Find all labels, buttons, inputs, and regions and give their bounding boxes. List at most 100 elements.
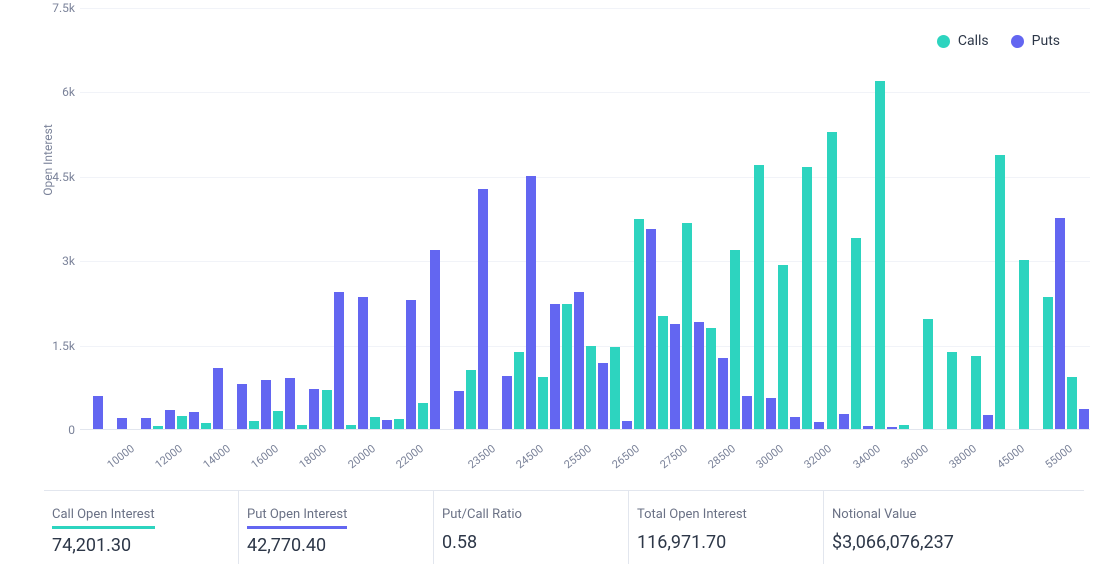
bar-puts[interactable]	[742, 396, 752, 429]
bar-puts[interactable]	[261, 380, 271, 429]
bar-puts[interactable]	[550, 304, 560, 429]
bar-calls[interactable]	[177, 416, 187, 429]
bar-group	[81, 396, 103, 429]
bar-puts[interactable]	[526, 176, 536, 429]
bar-puts[interactable]	[839, 414, 849, 429]
bar-calls[interactable]	[754, 165, 764, 429]
bar-group	[586, 346, 608, 429]
bar-calls[interactable]	[706, 328, 716, 429]
legend-item-puts[interactable]: Puts	[1011, 33, 1060, 49]
stat-call-oi: Call Open Interest 74,201.30	[44, 491, 239, 564]
bar-calls[interactable]	[875, 81, 885, 429]
bar-group	[514, 176, 536, 429]
bar-puts[interactable]	[93, 396, 103, 429]
bar-group	[778, 265, 800, 429]
bar-calls[interactable]	[802, 167, 812, 429]
bar-calls[interactable]	[562, 304, 572, 429]
stat-put-oi: Put Open Interest 42,770.40	[239, 491, 434, 564]
bar-puts[interactable]	[863, 426, 873, 429]
bar-puts[interactable]	[454, 391, 464, 429]
legend-label-puts: Puts	[1032, 33, 1060, 49]
bar-calls[interactable]	[346, 425, 356, 429]
x-tick-label: 30000	[754, 442, 786, 471]
bar-calls[interactable]	[995, 155, 1005, 429]
bar-puts[interactable]	[670, 324, 680, 429]
stat-notional: Notional Value $3,066,076,237	[824, 491, 1019, 564]
bar-group	[658, 316, 680, 429]
bar-calls[interactable]	[851, 238, 861, 429]
bar-calls[interactable]	[514, 352, 524, 429]
bar-puts[interactable]	[622, 421, 632, 429]
bar-puts[interactable]	[334, 292, 344, 429]
bar-calls[interactable]	[1067, 377, 1077, 429]
bar-puts[interactable]	[309, 389, 319, 430]
bar-calls[interactable]	[153, 426, 163, 429]
bar-calls[interactable]	[466, 370, 476, 429]
bar-puts[interactable]	[646, 229, 656, 429]
bar-calls[interactable]	[1043, 297, 1053, 429]
bar-calls[interactable]	[394, 419, 404, 429]
bar-puts[interactable]	[141, 418, 151, 429]
bar-calls[interactable]	[658, 316, 668, 429]
bar-calls[interactable]	[370, 417, 380, 429]
bar-puts[interactable]	[285, 378, 295, 429]
bar-puts[interactable]	[814, 422, 824, 429]
bar-calls[interactable]	[899, 425, 909, 429]
bar-puts[interactable]	[165, 410, 175, 429]
bar-calls[interactable]	[610, 347, 620, 429]
bar-calls[interactable]	[778, 265, 788, 429]
bar-puts[interactable]	[790, 417, 800, 429]
x-tick-label: 36000	[898, 442, 930, 471]
bar-calls[interactable]	[322, 390, 332, 429]
bar-puts[interactable]	[117, 418, 127, 429]
bar-group	[634, 219, 656, 429]
bar-group	[851, 238, 873, 429]
bar-calls[interactable]	[634, 219, 644, 429]
bar-puts[interactable]	[1079, 409, 1089, 429]
bar-calls[interactable]	[297, 425, 307, 429]
bar-puts[interactable]	[213, 368, 223, 429]
bar-group	[105, 418, 127, 429]
bar-calls[interactable]	[418, 403, 428, 429]
bar-puts[interactable]	[382, 420, 392, 429]
bar-puts[interactable]	[983, 415, 993, 429]
bar-puts[interactable]	[718, 358, 728, 429]
bar-puts[interactable]	[406, 300, 416, 429]
bar-group	[129, 418, 151, 429]
stat-value: 116,971.70	[637, 532, 807, 553]
bar-puts[interactable]	[574, 292, 584, 429]
stat-label: Call Open Interest	[52, 507, 155, 529]
y-tick: 6k	[35, 85, 75, 99]
bar-group	[802, 167, 824, 429]
bar-puts[interactable]	[430, 250, 440, 429]
bar-puts[interactable]	[598, 363, 608, 429]
bar-puts[interactable]	[358, 297, 368, 429]
bar-calls[interactable]	[827, 132, 837, 429]
bar-calls[interactable]	[947, 352, 957, 429]
stat-total-oi: Total Open Interest 116,971.70	[629, 491, 824, 564]
bar-calls[interactable]	[923, 319, 933, 429]
bar-puts[interactable]	[478, 189, 488, 429]
bar-puts[interactable]	[189, 412, 199, 429]
bar-calls[interactable]	[586, 346, 596, 429]
x-tick-label: 32000	[802, 442, 834, 471]
bar-calls[interactable]	[273, 411, 283, 429]
gridline	[80, 8, 1090, 9]
bar-group	[466, 189, 488, 429]
bar-calls[interactable]	[1019, 260, 1029, 429]
stat-value: $3,066,076,237	[832, 532, 1003, 553]
bar-calls[interactable]	[971, 356, 981, 429]
bar-puts[interactable]	[887, 427, 897, 429]
bar-calls[interactable]	[538, 377, 548, 429]
gridline	[80, 92, 1090, 93]
bar-puts[interactable]	[766, 398, 776, 430]
bar-puts[interactable]	[1055, 218, 1065, 429]
bar-puts[interactable]	[694, 322, 704, 429]
bar-calls[interactable]	[730, 250, 740, 429]
bar-puts[interactable]	[237, 384, 247, 429]
bar-calls[interactable]	[201, 423, 211, 429]
bar-calls[interactable]	[682, 223, 692, 429]
bar-calls[interactable]	[249, 421, 259, 429]
bar-puts[interactable]	[502, 376, 512, 429]
legend-item-calls[interactable]: Calls	[937, 33, 989, 49]
